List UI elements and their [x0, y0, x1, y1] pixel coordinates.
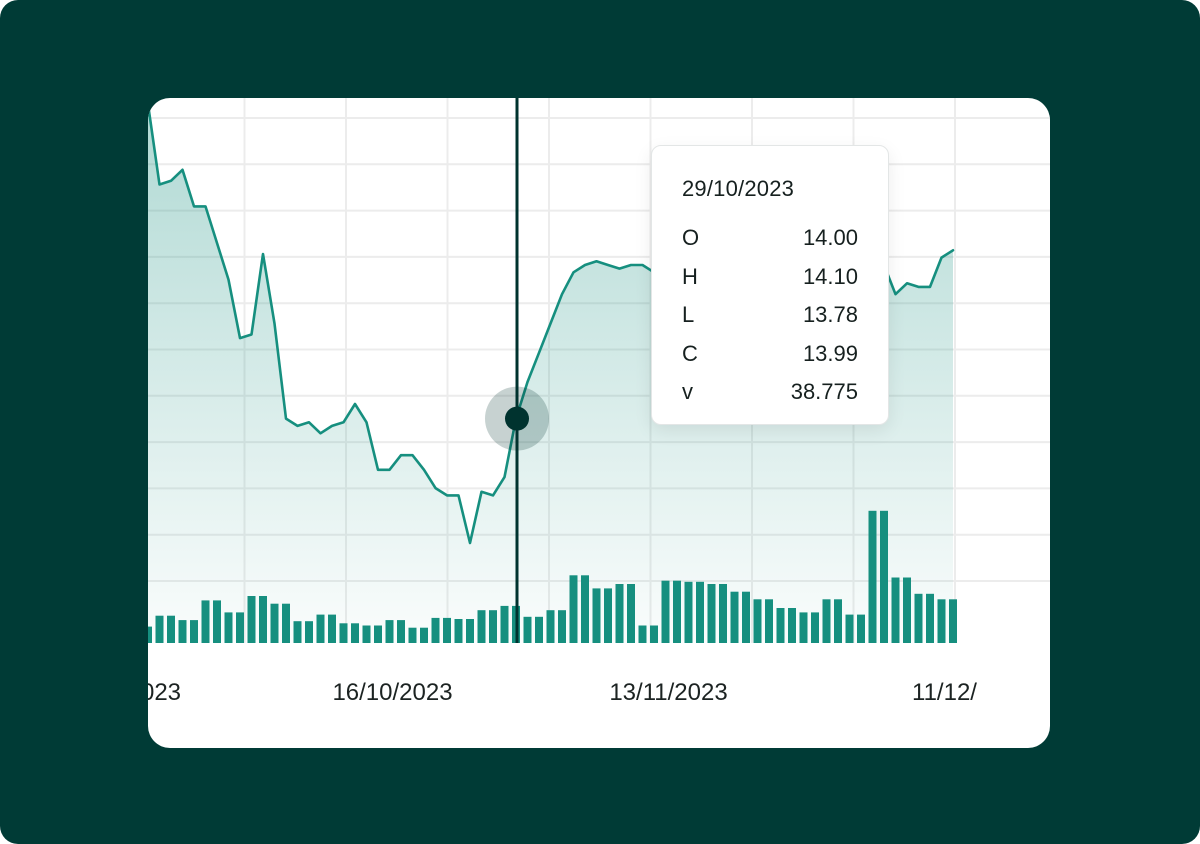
volume-bar — [247, 596, 256, 643]
tooltip-value: 38.775 — [790, 379, 858, 404]
volume-bar — [834, 599, 842, 643]
price-chart[interactable]: /2023 16/10/2023 13/11/2023 11/12/ — [148, 98, 1050, 748]
volume-bar — [891, 577, 900, 643]
tooltip-label: C — [682, 340, 698, 366]
volume-bar — [799, 612, 808, 643]
volume-bar — [765, 599, 773, 643]
volume-bar — [466, 619, 474, 643]
volume-bar — [592, 588, 601, 643]
volume-bar — [259, 596, 267, 643]
volume-bar — [684, 581, 693, 643]
x-tick-label: 13/11/2023 — [609, 679, 727, 706]
tooltip-value: 13.99 — [802, 340, 858, 366]
volume-bar — [926, 593, 934, 643]
volume-bar — [236, 612, 244, 643]
volume-bar — [880, 510, 888, 643]
volume-bar — [500, 605, 509, 643]
volume-bar — [776, 608, 785, 643]
volume-bar — [535, 616, 543, 643]
x-tick-label: 16/10/2023 — [332, 679, 452, 706]
tooltip-label: O — [682, 225, 700, 250]
volume-bar — [316, 614, 325, 643]
price-area — [148, 104, 953, 643]
volume-bar — [558, 610, 566, 643]
volume-bar — [811, 612, 819, 643]
tooltip-row-close: C 13.99 — [682, 335, 858, 374]
volume-bar — [362, 625, 371, 643]
volume-bar — [546, 610, 555, 643]
volume-bar — [753, 599, 762, 643]
volume-bar — [454, 619, 463, 643]
volume-bar — [937, 599, 946, 643]
volume-bar — [224, 612, 233, 643]
volume-bar — [707, 584, 716, 643]
tooltip-row-high: H 14.10 — [682, 258, 858, 297]
tooltip-label: L — [682, 302, 695, 327]
volume-bar — [730, 591, 739, 643]
volume-bar — [788, 608, 796, 643]
volume-bar — [857, 614, 865, 643]
volume-bar — [949, 599, 957, 643]
volume-bar — [615, 584, 624, 643]
x-tick-label: /2023 — [148, 679, 181, 706]
volume-bar — [696, 581, 704, 643]
volume-bar — [155, 615, 164, 643]
volume-bar — [328, 614, 336, 643]
tooltip-row-open: O 14.00 — [682, 219, 858, 258]
volume-bar — [339, 623, 348, 643]
volume-bar — [385, 620, 394, 643]
volume-bar — [661, 580, 670, 643]
crosshair-point — [505, 406, 529, 431]
tooltip-value: 14.00 — [802, 225, 858, 250]
volume-bar — [604, 588, 612, 643]
tooltip-row-volume: v 38.775 — [682, 373, 858, 412]
volume-bar — [822, 599, 831, 643]
volume-bar — [443, 617, 451, 643]
chart-card: /2023 16/10/2023 13/11/2023 11/12/ 29/10/20… — [148, 98, 1050, 748]
volume-bar — [213, 600, 221, 643]
volume-bar — [178, 620, 187, 643]
volume-bar — [148, 626, 152, 643]
volume-bar — [845, 614, 854, 643]
ohlcv-tooltip: 29/10/2023 O 14.00 H 14.10 L 13.78 C 13.… — [651, 145, 889, 425]
volume-bar — [293, 621, 302, 643]
volume-bar — [477, 610, 486, 643]
volume-bar — [351, 623, 359, 643]
volume-bar — [868, 510, 877, 643]
volume-bar — [431, 617, 440, 643]
volume-bar — [627, 584, 635, 643]
x-tick-label: 11/12/ — [912, 679, 977, 706]
volume-bar — [523, 616, 532, 643]
volume-bar — [282, 603, 290, 643]
volume-bar — [190, 620, 198, 643]
volume-bar — [374, 625, 382, 643]
volume-bar — [408, 627, 417, 643]
volume-bar — [201, 600, 210, 643]
volume-bar — [581, 575, 589, 643]
volume-bar — [489, 610, 497, 643]
volume-bar — [650, 625, 658, 643]
volume-bar — [638, 625, 647, 643]
volume-bar — [397, 620, 405, 643]
tooltip-value: 14.10 — [802, 263, 858, 289]
volume-bar — [914, 593, 923, 643]
volume-bar — [903, 577, 911, 643]
volume-bar — [569, 575, 578, 643]
volume-bar — [420, 627, 428, 643]
volume-bar — [270, 603, 279, 643]
tooltip-label: H — [682, 263, 698, 289]
volume-bar — [673, 580, 681, 643]
tooltip-date: 29/10/2023 — [682, 176, 795, 201]
tooltip-row-low: L 13.78 — [682, 296, 858, 335]
volume-bar — [167, 615, 175, 643]
volume-bar — [305, 621, 313, 643]
volume-bar — [719, 584, 727, 643]
volume-bar — [742, 591, 750, 643]
tooltip-label: v — [682, 379, 693, 404]
tooltip-value: 13.78 — [802, 302, 858, 327]
